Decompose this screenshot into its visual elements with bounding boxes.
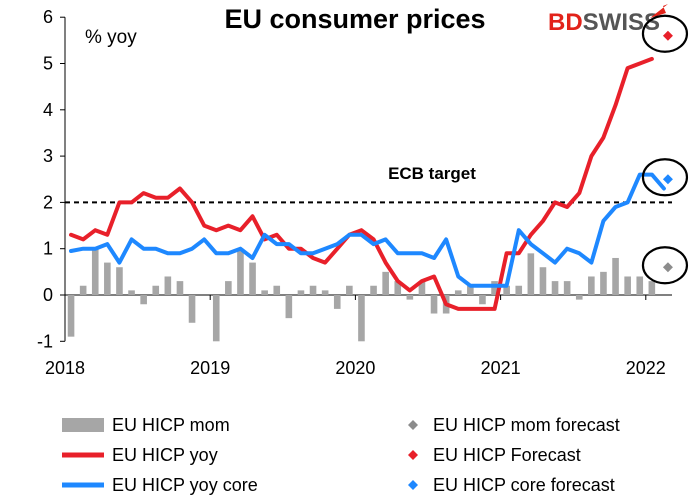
x-tick-label: 2018 (45, 358, 85, 378)
bar-mom (273, 285, 281, 295)
legend-label: EU HICP yoy (112, 445, 218, 465)
legend-swatch-diamond (408, 480, 418, 490)
bar-mom (176, 281, 184, 295)
legend-label: EU HICP mom (112, 415, 230, 435)
bar-mom (140, 295, 147, 305)
bar-mom (67, 295, 75, 337)
y-tick-label: 2 (43, 192, 53, 212)
bar-mom (636, 276, 644, 295)
bar-mom (467, 285, 474, 295)
bar-mom (212, 295, 220, 342)
bar-mom (454, 290, 462, 295)
bar-mom (321, 290, 329, 295)
bar-mom (152, 285, 160, 295)
bar-mom (128, 290, 135, 295)
bar-mom (225, 281, 232, 295)
bar-mom (188, 295, 196, 323)
plot-area: -1 0 1 2 3 4 5 6 2018 2019 2020 2021 2022 ECB target (37, 7, 689, 378)
bar-mom (563, 281, 571, 295)
y-tick-label: 0 (43, 285, 53, 305)
x-tick-label: 2020 (335, 358, 375, 378)
bar-mom (515, 285, 523, 295)
bar-mom (382, 271, 389, 295)
bar-mom (116, 267, 123, 295)
bar-mom (261, 290, 268, 295)
legend-item: EU HICP mom (62, 415, 230, 435)
bar-mom (539, 267, 547, 295)
legend-swatch-diamond (408, 450, 418, 460)
bar-mom (503, 285, 510, 295)
y-tick-label: 5 (43, 54, 53, 74)
bar-mom (358, 295, 365, 342)
legend-item: EU HICP core forecast (408, 475, 615, 495)
x-tick-label: 2022 (626, 358, 666, 378)
ellipse-mom-forecast (641, 246, 689, 285)
chart-title: EU consumer prices (224, 4, 485, 34)
bar-mom (575, 295, 583, 300)
legend-item: EU HICP yoy core (62, 475, 258, 495)
bar-mom (104, 262, 111, 295)
legend: EU HICP mom EU HICP yoy EU HICP yoy core EU… (62, 415, 620, 495)
bar-mom (491, 281, 498, 295)
bar-mom (370, 285, 377, 295)
legend-swatch-diamond (408, 420, 418, 430)
bar-mom (164, 276, 172, 295)
marker-core-forecast (662, 174, 673, 185)
bar-mom (297, 290, 305, 295)
bar-mom (600, 271, 607, 295)
bar-mom (394, 281, 402, 295)
y-tick-label: 3 (43, 146, 53, 166)
bar-mom (333, 295, 341, 309)
bar-mom (612, 257, 619, 295)
brand-logo-part1: BD (548, 9, 583, 36)
bar-mom (479, 295, 486, 305)
bar-mom (346, 285, 353, 295)
y-tick-label: 1 (43, 239, 53, 259)
ellipse-core-forecast (641, 158, 689, 197)
bar-mom (406, 295, 414, 300)
ellipse-hicp-forecast (641, 14, 689, 53)
bar-mom (249, 262, 256, 295)
bar-mom (309, 285, 317, 295)
y-axis-label: % yoy (85, 27, 137, 48)
bar-mom (285, 295, 293, 319)
legend-item: EU HICP yoy (62, 445, 218, 465)
marker-hicp-forecast (662, 30, 673, 41)
bar-mom (418, 281, 426, 295)
legend-label: EU HICP yoy core (112, 475, 258, 495)
bar-mom (588, 276, 595, 295)
y-tick-label: -1 (37, 331, 53, 351)
legend-label: EU HICP Forecast (433, 445, 581, 465)
x-tick-label: 2021 (481, 358, 521, 378)
legend-label: EU HICP mom forecast (433, 415, 620, 435)
y-tick-label: 4 (43, 100, 53, 120)
bar-mom (237, 248, 244, 295)
legend-item: EU HICP Forecast (408, 445, 581, 465)
bar-mom (79, 285, 87, 295)
legend-label: EU HICP core forecast (433, 475, 615, 495)
marker-mom-forecast (662, 262, 673, 273)
brand-logo-arrow-icon (650, 4, 668, 18)
legend-swatch-bar (62, 418, 104, 432)
line-hicp-core (69, 172, 666, 288)
legend-item: EU HICP mom forecast (408, 415, 620, 435)
line-hicp-yoy (69, 56, 654, 311)
ecb-target-label: ECB target (388, 164, 476, 183)
bar-mom (430, 295, 438, 314)
bar-mom (551, 281, 559, 295)
y-tick-label: 6 (43, 7, 53, 27)
bar-mom (527, 253, 535, 295)
bar-mom (91, 248, 99, 295)
bar-mom (624, 276, 631, 295)
bar-mom (648, 281, 656, 295)
x-tick-label: 2019 (190, 358, 230, 378)
